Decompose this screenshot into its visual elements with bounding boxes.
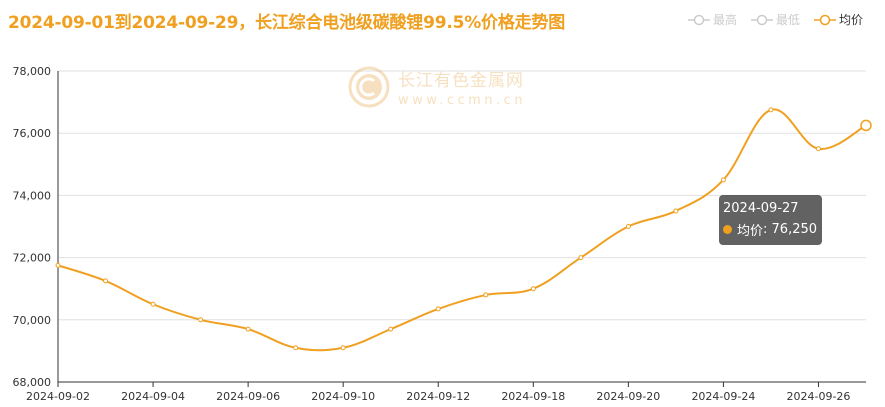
data-point — [388, 326, 394, 332]
x-tick-label: 2024-09-04 — [121, 390, 185, 403]
y-tick-label: 72,000 — [13, 252, 52, 265]
axis-layer: 68,000 70,000 72,000 74,000 76,000 78,000 2024… — [13, 65, 866, 403]
y-tick-label: 68,000 — [13, 376, 52, 389]
legend-item-max[interactable]: 最高 — [687, 11, 737, 28]
data-point — [768, 107, 774, 113]
chart-title: 2024-09-01到2024-09-29，长江综合电池级碳酸锂99.5%价格走… — [8, 13, 566, 33]
y-tick-label: 78,000 — [13, 65, 52, 78]
data-point — [483, 292, 489, 298]
y-tick-label: 76,000 — [13, 127, 52, 140]
legend-item-avg[interactable]: 均价 — [813, 11, 863, 28]
tooltip-series: 均价 — [737, 224, 764, 239]
legend-label: 最高 — [712, 13, 737, 27]
data-point — [720, 177, 726, 183]
x-tick-label: 2024-09-12 — [406, 390, 470, 403]
legend-line-icon — [750, 14, 773, 25]
data-point — [293, 345, 299, 351]
data-point — [530, 286, 536, 292]
x-tick-label: 2024-09-24 — [691, 390, 755, 403]
x-tick-label: 2024-09-26 — [787, 390, 851, 403]
legend-label: 均价 — [838, 13, 863, 27]
chart-legend: 最高 最低 均价 — [687, 11, 863, 28]
tooltip-value: 76,250 — [771, 222, 818, 237]
watermark-name: 长江有色金属网 — [398, 71, 524, 91]
legend-item-min[interactable]: 最低 — [750, 11, 800, 28]
tooltip-series-dot — [723, 225, 732, 234]
data-point — [435, 306, 441, 312]
legend-label: 最低 — [775, 13, 800, 27]
data-point — [578, 255, 584, 261]
data-point — [55, 262, 61, 268]
data-point — [245, 326, 251, 332]
data-point — [815, 146, 821, 152]
y-tick-label: 70,000 — [13, 314, 52, 327]
data-point — [103, 278, 109, 284]
x-tick-label: 2024-09-02 — [26, 390, 90, 403]
watermark-url: www.ccmn.cn — [398, 93, 527, 108]
legend-line-icon — [813, 14, 836, 25]
data-point — [340, 345, 346, 351]
highlighted-point — [860, 119, 872, 132]
series-layer — [55, 107, 872, 352]
x-tick-label: 2024-09-18 — [501, 390, 565, 403]
tooltip-date: 2024-09-27 — [723, 201, 799, 216]
x-tick-label: 2024-09-20 — [596, 390, 660, 403]
data-point — [625, 224, 631, 229]
tooltip-separator: : — [763, 222, 772, 237]
watermark-logo-icon — [348, 66, 390, 108]
x-tick-label: 2024-09-06 — [216, 390, 280, 403]
data-point — [673, 208, 679, 214]
x-tick-label: 2024-09-10 — [311, 390, 375, 403]
data-point — [198, 317, 204, 323]
watermark: 长江有色金属网 www.ccmn.cn — [348, 66, 526, 108]
legend-line-icon — [687, 14, 710, 25]
y-tick-label: 74,000 — [13, 189, 52, 202]
data-tooltip: 2024-09-27 均价 : 76,250 — [719, 195, 822, 245]
data-point — [150, 301, 156, 307]
